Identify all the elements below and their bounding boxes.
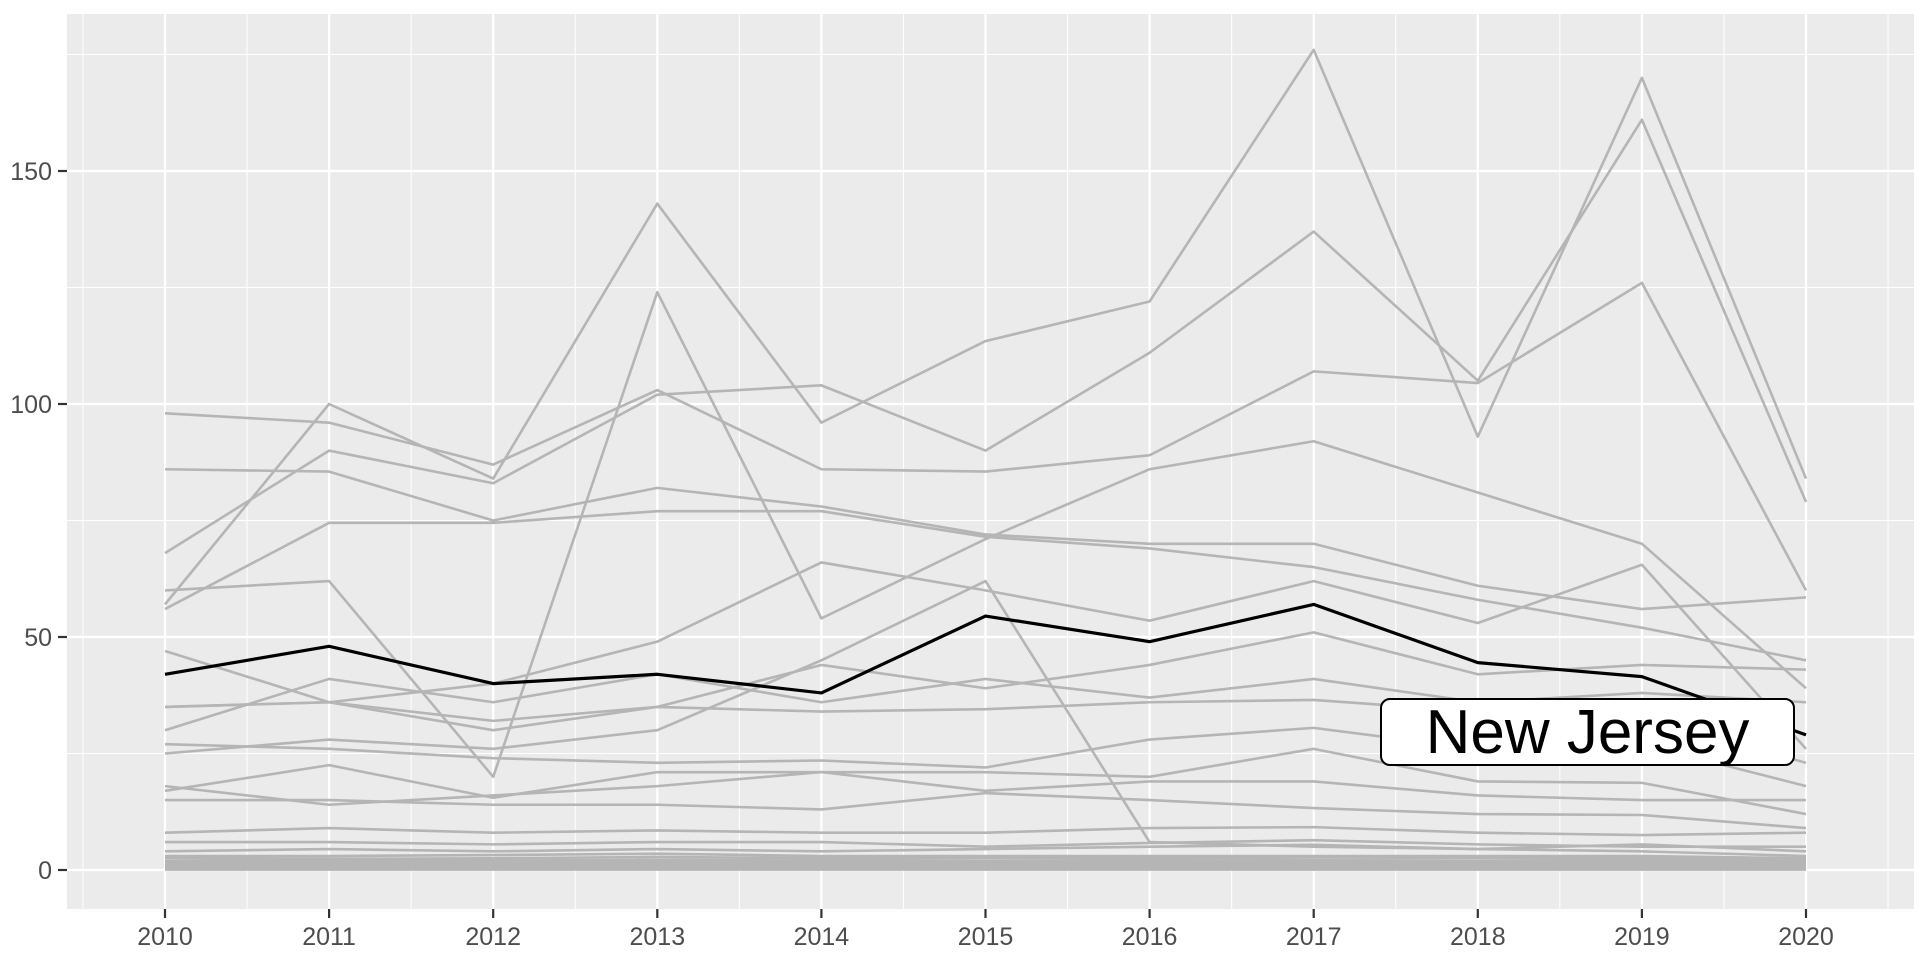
state-line: [164, 561, 1807, 750]
state-line: [164, 467, 1807, 611]
state-line: [163, 48, 1808, 606]
x-tick-label: 2020: [1778, 923, 1834, 951]
state-line: [165, 858, 1807, 865]
state-line: [164, 579, 1807, 853]
x-tick-label: 2010: [137, 923, 193, 951]
state-line: [164, 843, 1807, 858]
highlight-label-box: New Jersey: [1380, 697, 1795, 767]
highlight-label-text: New Jersey: [1425, 697, 1750, 767]
y-tick-label: 100: [10, 391, 52, 419]
x-tick-label: 2017: [1286, 923, 1342, 951]
state-line: [164, 509, 1807, 662]
x-tick-label: 2019: [1614, 923, 1670, 951]
state-line: [164, 825, 1807, 837]
state-line: [164, 631, 1807, 732]
highlight-line-new-jersey: [164, 602, 1807, 737]
state-line: [165, 863, 1807, 868]
y-tick-label: 0: [38, 857, 52, 885]
state-line: [165, 791, 1807, 830]
x-tick-label: 2018: [1450, 923, 1506, 951]
y-tick-label: 50: [24, 624, 52, 652]
plot-panel: [67, 14, 1914, 909]
state-line: [164, 290, 1807, 779]
state-line: [164, 860, 1807, 866]
x-tick-label: 2012: [465, 923, 521, 951]
x-tick-label: 2015: [958, 923, 1014, 951]
y-tick-label: 150: [10, 158, 52, 186]
x-tick-label: 2016: [1122, 923, 1178, 951]
x-tick-label: 2014: [794, 923, 850, 951]
state-line: [165, 838, 1806, 849]
state-line: [164, 747, 1807, 816]
state-line: [164, 281, 1808, 592]
state-line: [164, 118, 1808, 555]
state-line: [165, 852, 1807, 860]
x-tick-label: 2011: [302, 923, 356, 951]
state-line: [164, 855, 1807, 862]
state-line: [164, 770, 1806, 807]
x-tick-label: 2013: [629, 923, 685, 951]
